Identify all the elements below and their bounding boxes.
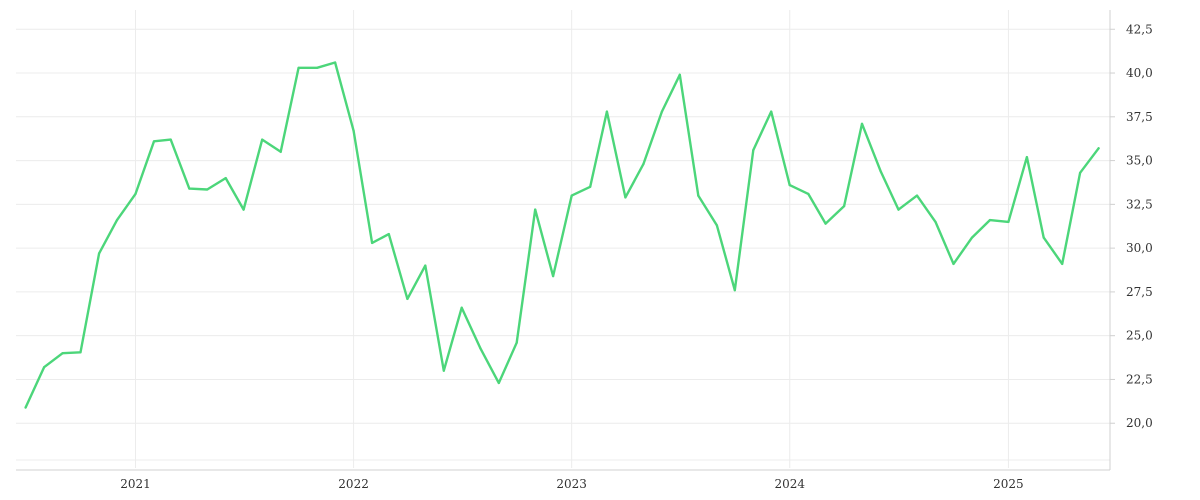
data-point <box>497 381 500 385</box>
data-point <box>406 297 409 300</box>
data-point <box>334 61 337 64</box>
series-layer <box>24 61 1100 409</box>
data-point <box>115 219 119 222</box>
data-point <box>915 194 919 197</box>
data-point <box>570 194 573 197</box>
axis-layer: 20,0 22,5 25,0 27,5 30,0 32,5 35,0 37,5 40,0 42,5… <box>16 10 1153 491</box>
data-point <box>843 205 846 208</box>
y-tick-label: 37,5 <box>1126 110 1153 124</box>
data-point <box>79 351 82 354</box>
x-tick-label: 2023 <box>556 477 587 491</box>
data-point <box>605 110 609 113</box>
x-tick-label: 2022 <box>338 477 369 491</box>
data-point <box>1042 236 1045 239</box>
data-point <box>188 187 191 190</box>
data-point <box>1061 262 1064 265</box>
data-point <box>43 366 46 369</box>
data-point <box>261 138 264 141</box>
data-point <box>897 208 900 211</box>
y-tick-label: 35,0 <box>1126 154 1153 168</box>
data-point <box>788 184 791 187</box>
data-point <box>807 192 810 195</box>
data-point <box>770 110 773 113</box>
data-point <box>387 233 390 236</box>
y-tick-label: 30,0 <box>1126 241 1153 255</box>
x-tick-label: 2025 <box>993 477 1024 491</box>
y-tick-label: 20,0 <box>1126 416 1153 430</box>
data-point <box>24 406 27 409</box>
y-tick-label: 27,5 <box>1126 285 1153 299</box>
data-point <box>242 208 245 211</box>
data-point <box>879 170 882 173</box>
data-point <box>224 177 227 180</box>
data-point <box>1097 147 1100 150</box>
data-point <box>169 138 172 141</box>
data-point <box>297 66 300 69</box>
y-tick-label: 22,5 <box>1126 372 1153 386</box>
data-point <box>479 346 482 349</box>
data-point <box>460 306 463 309</box>
data-point <box>824 222 827 225</box>
data-point <box>552 275 555 278</box>
data-point <box>988 219 992 222</box>
data-point <box>424 264 427 267</box>
data-point <box>642 163 645 166</box>
data-point <box>715 224 719 227</box>
y-tick-label: 32,5 <box>1126 197 1153 211</box>
data-point <box>1007 220 1010 223</box>
data-point <box>660 110 664 113</box>
data-point <box>134 192 137 195</box>
data-point <box>371 241 374 244</box>
x-tick-label: 2021 <box>120 477 151 491</box>
data-point <box>752 149 755 152</box>
data-point <box>733 289 736 292</box>
data-point <box>1079 171 1082 174</box>
data-point <box>316 66 319 69</box>
x-tick-label: 2024 <box>774 477 805 491</box>
data-point <box>534 208 537 211</box>
data-point <box>970 236 974 239</box>
data-point <box>61 352 64 355</box>
data-point <box>279 150 282 153</box>
grid-layer <box>16 10 1110 468</box>
data-point <box>442 369 445 372</box>
data-point <box>1025 156 1028 159</box>
data-point <box>934 220 937 223</box>
data-point <box>697 194 700 197</box>
data-point <box>352 129 355 132</box>
series-line <box>24 61 1100 409</box>
y-tick-label: 25,0 <box>1126 329 1153 343</box>
data-point <box>98 252 101 255</box>
data-point <box>952 262 955 265</box>
data-point <box>152 140 156 143</box>
data-point <box>624 196 627 199</box>
y-tick-label: 40,0 <box>1126 66 1153 80</box>
data-point <box>589 185 592 188</box>
y-tick-label: 42,5 <box>1126 22 1153 36</box>
data-point <box>678 73 681 76</box>
data-point <box>860 122 864 125</box>
data-point <box>206 188 209 191</box>
data-point <box>515 341 518 344</box>
